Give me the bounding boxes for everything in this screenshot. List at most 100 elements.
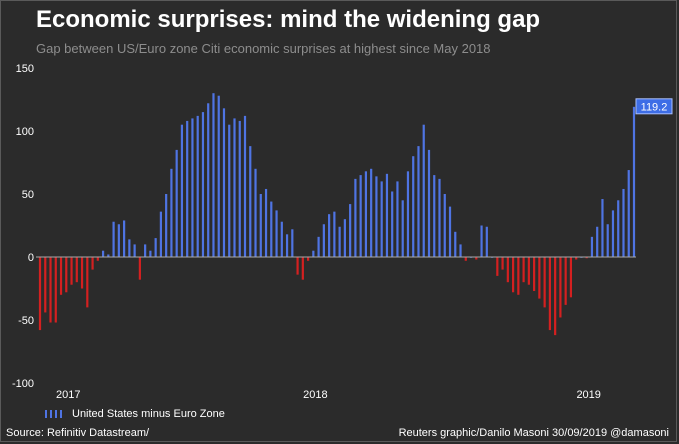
bar [564, 257, 567, 305]
bar [96, 257, 99, 261]
source-note: Source: Refinitiv Datastream/ [6, 427, 150, 439]
bar [417, 146, 420, 257]
bar [427, 149, 431, 257]
bar [606, 224, 609, 257]
x-tick-label: 2017 [56, 389, 80, 401]
bar [301, 257, 304, 280]
bar [317, 236, 320, 257]
bar [306, 257, 310, 261]
bar [170, 168, 173, 257]
bar [459, 244, 462, 257]
bar [501, 257, 504, 270]
bar [149, 250, 152, 257]
bar [611, 210, 615, 257]
last-value-label: 119.2 [641, 101, 668, 113]
legend-swatch-icon [45, 410, 62, 418]
bar [548, 257, 551, 331]
bar [512, 257, 515, 293]
bar [212, 93, 215, 257]
bar [128, 239, 131, 257]
bar [228, 124, 231, 257]
bar [559, 257, 562, 318]
bar [275, 210, 278, 257]
bar [165, 194, 168, 257]
bar [264, 188, 268, 257]
bar [354, 178, 357, 257]
bar [238, 120, 241, 257]
bar [175, 149, 178, 257]
bar [280, 221, 283, 257]
bar [349, 204, 352, 257]
bar [133, 244, 136, 257]
legend: United States minus Euro Zone [44, 408, 225, 420]
bar [517, 257, 520, 295]
bar [401, 200, 404, 257]
bar [538, 257, 541, 299]
bar [396, 181, 399, 257]
bar [44, 257, 47, 313]
chart-title: Economic surprises: mind the widening ga… [36, 6, 541, 33]
bar [259, 194, 262, 257]
bar [91, 257, 94, 270]
credit-note: Reuters graphic/Danilo Masoni 30/09/2019… [398, 427, 669, 439]
bar [585, 257, 588, 259]
bar [291, 229, 294, 257]
bar [359, 175, 362, 257]
bar [443, 194, 446, 257]
bar [601, 199, 604, 257]
bar [138, 257, 141, 280]
bar [527, 257, 530, 285]
bar [296, 257, 299, 275]
bar [107, 254, 110, 257]
bar [191, 118, 194, 258]
bar [632, 106, 636, 257]
bar [496, 257, 499, 276]
bar [596, 226, 599, 257]
last-value-badge [635, 98, 673, 115]
bar [70, 257, 73, 285]
bar [438, 178, 441, 257]
bar [159, 211, 162, 257]
bar [590, 236, 594, 257]
bar [433, 175, 436, 257]
bar [506, 257, 509, 283]
bar [196, 115, 199, 257]
bar [370, 168, 373, 257]
bar [49, 257, 52, 323]
bar [328, 214, 331, 257]
bar [123, 220, 126, 257]
bar [617, 200, 620, 257]
bar [201, 112, 205, 257]
bar [422, 124, 425, 257]
bar [385, 173, 389, 257]
bar [364, 171, 368, 257]
bar [412, 156, 415, 257]
bar [80, 257, 84, 289]
y-tick-label: -50 [18, 315, 34, 327]
bar [59, 257, 63, 295]
bar [338, 226, 341, 257]
x-tick-label: 2019 [576, 389, 600, 401]
bar [65, 257, 68, 293]
bar [254, 168, 257, 257]
legend-label: United States minus Euro Zone [72, 408, 225, 420]
bar [54, 257, 57, 323]
bar [333, 211, 336, 257]
bar [222, 108, 226, 257]
bar [186, 120, 189, 257]
bar [375, 176, 378, 257]
bar [154, 238, 157, 257]
bar [522, 257, 525, 283]
bar [464, 257, 467, 261]
bar [485, 226, 488, 257]
bar [622, 188, 625, 257]
chart-subtitle: Gap between US/Euro zone Citi economic s… [36, 41, 491, 56]
bar [627, 170, 630, 257]
bar [380, 181, 383, 257]
bar [391, 191, 394, 257]
bar [207, 103, 210, 257]
bar [217, 95, 220, 257]
bar [312, 250, 315, 257]
bar [233, 118, 236, 258]
